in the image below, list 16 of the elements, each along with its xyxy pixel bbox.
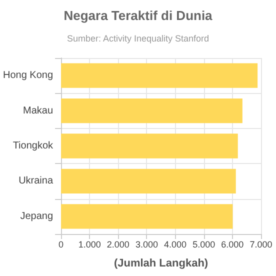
y-tick-label: Makau	[23, 105, 54, 116]
x-tick-label: 7.000	[250, 240, 272, 250]
x-tick-label: 0	[58, 240, 64, 250]
chart-title: Negara Teraktif di Dunia	[64, 8, 214, 23]
x-tick-label: 4.000	[164, 240, 187, 250]
x-tick-label: 6.000	[221, 240, 244, 250]
x-tick-label: 2.000	[106, 240, 130, 250]
x-axis-title: (Jumlah Langkah)	[114, 258, 208, 270]
y-tick-label: Tiongkok	[12, 140, 54, 152]
x-tick-label: 5.000	[192, 240, 216, 250]
y-tick-label: Hong Kong	[2, 70, 54, 82]
y-tick-label: Ukraina	[18, 176, 54, 187]
chart-subtitle: Sumber: Activity Inequality Stanford	[66, 34, 210, 44]
x-tick-label: 3.000	[135, 240, 158, 250]
x-tick-label: 1.000	[78, 240, 101, 250]
y-tick-label: Jepang	[20, 210, 54, 222]
